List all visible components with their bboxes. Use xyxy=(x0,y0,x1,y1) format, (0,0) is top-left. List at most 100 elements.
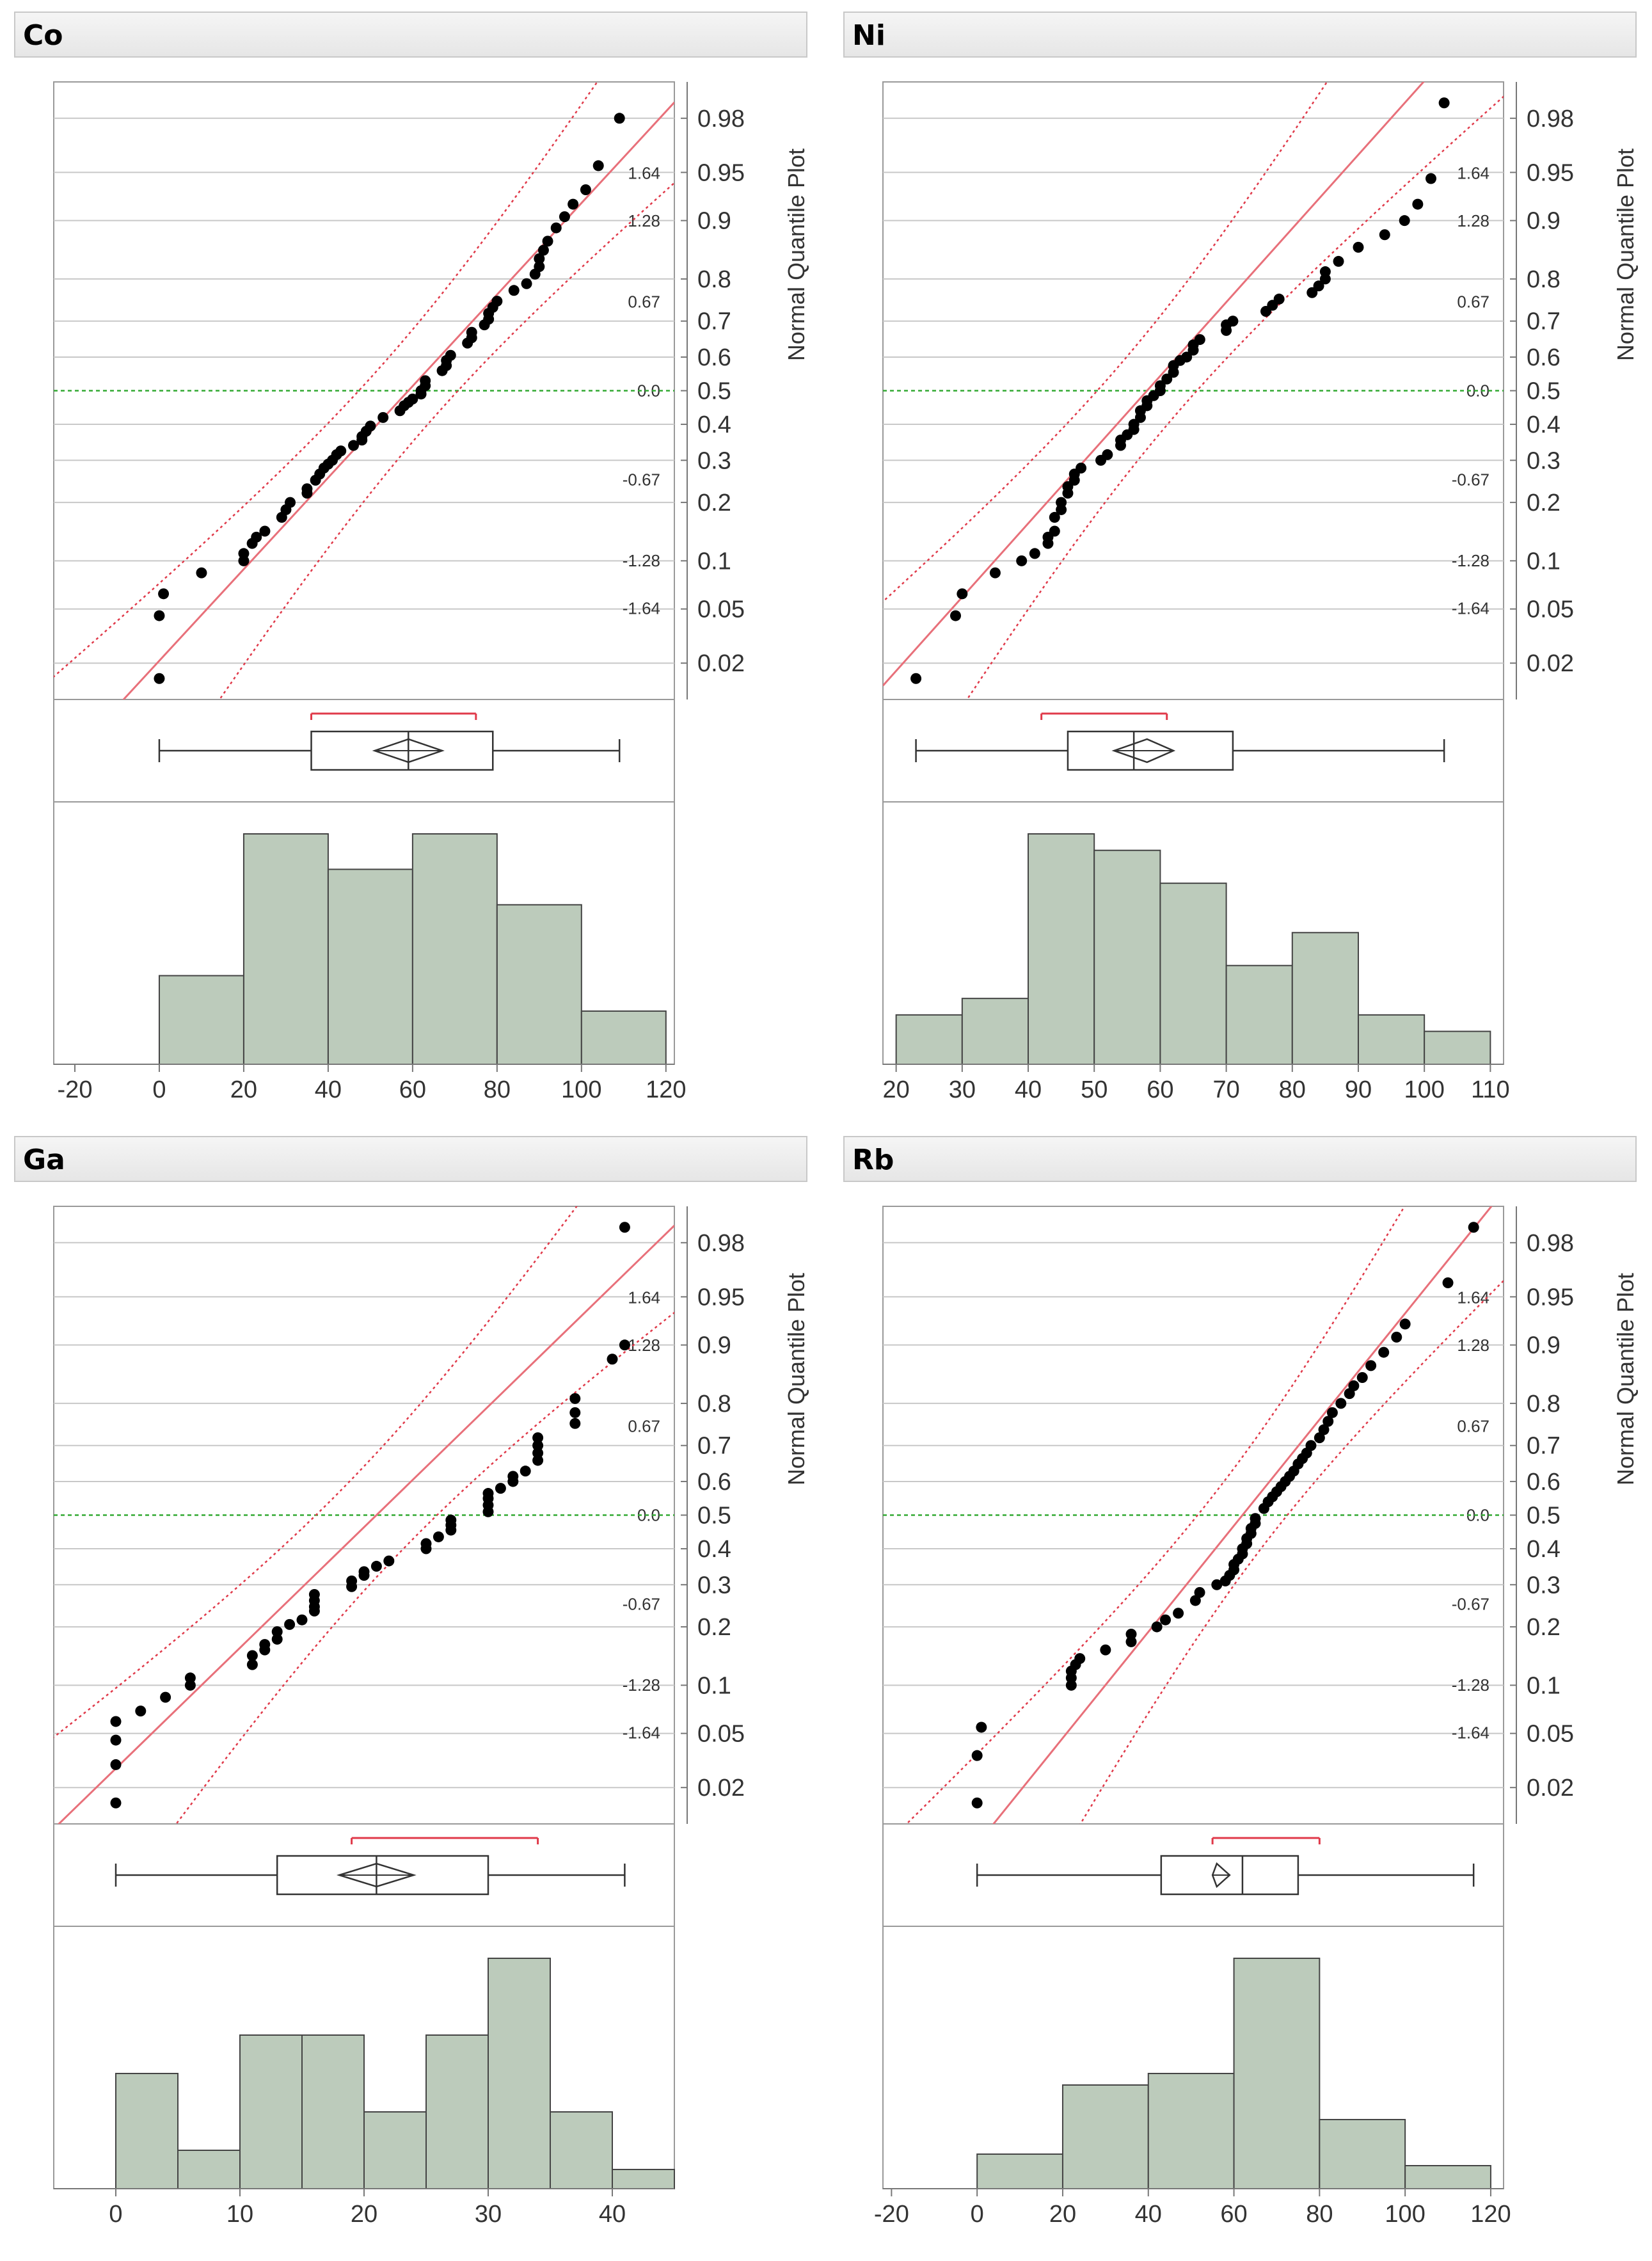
qq-side-label: Normal Quantile Plot xyxy=(783,148,809,361)
distribution-chart: 0.98 0.95 0.9 0.8 0.7 0.6 0.5 0.4 0.3 0.2 0.1 0.05 0… xyxy=(874,1206,1639,2228)
histogram-bar xyxy=(612,2169,675,2189)
prob-tick-label: 0.8 xyxy=(697,1391,731,1418)
prob-tick-label: 0.05 xyxy=(697,1721,745,1748)
prob-tick-label: 0.1 xyxy=(1527,1672,1561,1699)
qq-point xyxy=(1442,1277,1454,1288)
x-tick-label: 10 xyxy=(226,2201,253,2228)
x-tick-label: 40 xyxy=(315,1076,342,1103)
prob-tick-label: 0.98 xyxy=(1527,1230,1574,1257)
prob-tick-label: 0.02 xyxy=(1527,1775,1574,1802)
prob-tick-label: 0.3 xyxy=(1527,1572,1561,1599)
prob-tick-label: 0.95 xyxy=(697,1284,745,1311)
qq-side-label: Normal Quantile Plot xyxy=(783,1273,809,1485)
z-tick-label: -0.67 xyxy=(1452,1594,1489,1613)
x-tick-label: 0 xyxy=(109,2201,122,2228)
qq-point xyxy=(950,610,962,621)
prob-tick-label: 0.9 xyxy=(697,1332,731,1359)
panel-header[interactable]: Rb xyxy=(843,1136,1637,1182)
histogram-bar xyxy=(1424,1030,1491,1065)
prob-tick-label: 0.4 xyxy=(697,1536,731,1563)
x-tick-label: 40 xyxy=(1015,1076,1042,1103)
panel-title: Rb xyxy=(852,1144,894,1176)
qq-point xyxy=(1425,173,1436,184)
histogram-bar xyxy=(177,2150,241,2189)
qq-point xyxy=(383,1555,395,1567)
qq-point xyxy=(365,420,376,432)
confidence-band-lower xyxy=(1079,1279,1504,1824)
qq-point xyxy=(110,1734,122,1746)
prob-tick-label: 0.1 xyxy=(1527,548,1561,575)
qq-point xyxy=(569,1393,581,1404)
panel-title: Ni xyxy=(852,19,886,52)
histogram-bar xyxy=(239,2034,303,2189)
qq-point xyxy=(568,198,579,210)
x-tick-label: 40 xyxy=(1135,2201,1162,2228)
histogram-bar xyxy=(1319,2119,1406,2189)
z-tick-label: 1.28 xyxy=(1457,211,1489,230)
qq-point xyxy=(1322,1416,1334,1427)
qq-point xyxy=(957,588,968,600)
x-tick-label: 30 xyxy=(475,2201,502,2228)
histogram-bar xyxy=(1225,964,1293,1065)
qq-point xyxy=(1273,293,1285,305)
qq-point xyxy=(1102,449,1113,460)
prob-tick-label: 0.2 xyxy=(697,1614,731,1641)
prob-tick-label: 0.02 xyxy=(1527,650,1574,677)
prob-tick-label: 0.7 xyxy=(697,308,731,335)
qq-point xyxy=(619,1339,630,1351)
prob-tick-label: 0.5 xyxy=(1527,378,1561,405)
prob-tick-label: 0.98 xyxy=(697,1230,745,1257)
qq-point xyxy=(534,261,545,273)
panel-header[interactable]: Ni xyxy=(843,12,1637,58)
qq-point xyxy=(1160,1614,1171,1626)
qq-point xyxy=(614,113,625,124)
z-tick-label: 1.28 xyxy=(1457,1336,1489,1355)
prob-tick-label: 0.95 xyxy=(1527,159,1574,186)
qq-point xyxy=(507,1471,519,1482)
qq-point xyxy=(1194,1586,1205,1598)
qq-point xyxy=(521,278,532,289)
qq-point xyxy=(1029,548,1040,559)
z-tick-label: 1.28 xyxy=(628,211,660,230)
qq-point xyxy=(259,1639,271,1650)
qq-point xyxy=(1161,373,1173,385)
histogram-bar xyxy=(961,998,1029,1065)
qq-point xyxy=(989,567,1001,579)
qq-point xyxy=(110,1759,122,1770)
prob-tick-label: 0.02 xyxy=(697,650,745,677)
qq-point xyxy=(445,1514,457,1526)
qq-point xyxy=(1307,287,1318,298)
histogram-bar xyxy=(1404,2165,1491,2189)
histogram-bar xyxy=(411,833,498,1065)
qq-point xyxy=(1356,1372,1368,1384)
qq-point xyxy=(569,1407,581,1418)
prob-tick-label: 0.5 xyxy=(697,378,731,405)
qq-point xyxy=(1194,334,1205,346)
x-tick-label: 60 xyxy=(399,1076,426,1103)
panel-header[interactable]: Ga xyxy=(14,1136,807,1182)
qq-point xyxy=(1189,1595,1201,1606)
x-tick-label: 50 xyxy=(1081,1076,1108,1103)
qq-point xyxy=(1074,1653,1086,1665)
prob-tick-label: 0.2 xyxy=(697,490,731,516)
prob-tick-label: 0.05 xyxy=(1527,1721,1574,1748)
qq-point xyxy=(532,1447,544,1458)
confidence-band-lower xyxy=(965,95,1504,699)
panel-header[interactable]: Co xyxy=(14,12,807,58)
histogram-bar xyxy=(363,2111,427,2189)
x-tick-label: 80 xyxy=(1306,2201,1333,2228)
qq-point xyxy=(1100,1644,1111,1656)
qq-point xyxy=(971,1750,983,1761)
prob-tick-label: 0.1 xyxy=(697,548,731,575)
qq-point xyxy=(1318,1424,1330,1435)
qq-point xyxy=(1319,266,1331,278)
prob-tick-label: 0.98 xyxy=(697,106,745,132)
qq-point xyxy=(1399,215,1410,227)
prob-tick-label: 0.8 xyxy=(1527,1391,1561,1418)
z-tick-label: -1.28 xyxy=(1452,551,1489,570)
qq-point xyxy=(271,1633,283,1645)
qq-point xyxy=(184,1672,196,1684)
prob-tick-label: 0.9 xyxy=(697,208,731,235)
qq-point xyxy=(377,411,389,423)
qq-point xyxy=(301,483,313,495)
